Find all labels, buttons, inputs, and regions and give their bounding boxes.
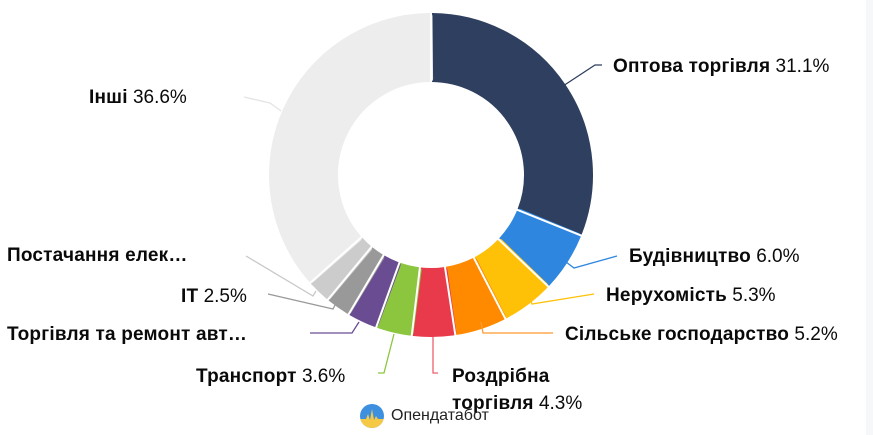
label-energy: Постачання елек… [7,245,188,267]
label-other: Інші 36.6% [89,87,187,109]
label-percent: 5.2% [794,324,838,345]
label-name: Нерухомість [606,285,727,306]
label-name: Будівництво [629,246,751,267]
donut-segment[interactable] [269,13,434,283]
leader-other [243,96,282,112]
segment-gap [514,207,585,238]
leader-transport [378,333,395,374]
donut-segments [269,10,593,339]
label-name: Оптова торгівля [613,56,771,77]
segment-gap [307,234,365,286]
segment-gap [471,254,508,323]
label-name: Сільське господарство [565,324,790,345]
label-wholesale: Оптова торгівля 31.1% [613,56,829,78]
label-percent: 31.1% [775,56,830,77]
segment-gap [325,243,375,303]
segment-gap [374,259,402,331]
leader-retail [432,336,438,374]
label-name: Транспорт [196,366,297,387]
leader-auto [310,321,360,334]
label-agriculture: Сільське господарство 5.2% [565,324,838,346]
label-retail-line2: торгівля 4.3% [452,393,582,415]
label-percent: 6.0% [756,246,800,267]
label-it: IT 2.5% [181,286,247,308]
label-retail-line1: Роздрібна [452,366,550,388]
label-name: Постачання елек… [7,245,188,266]
label-percent: 2.5% [203,286,247,307]
leader-real-estate [528,293,595,305]
label-real-estate: Нерухомість 5.3% [606,285,776,307]
label-percent: 3.6% [301,366,346,387]
leader-agriculture [480,321,553,334]
segment-gap [443,263,457,339]
label-percent: 4.3% [538,393,583,414]
segment-gap [495,236,552,290]
opendatabot-logo-icon [360,404,384,428]
donut-segment[interactable] [428,13,593,237]
label-auto: Торгівля та ремонт авт… [7,324,247,346]
label-percent: 5.3% [732,285,776,306]
leader-energy [245,255,317,297]
leader-wholesale [562,64,602,87]
opendatabot-logo: Опендатабот [359,403,489,429]
label-transport: Транспорт 3.6% [196,366,345,388]
label-name: Роздрібна [452,366,550,387]
leader-lines [243,64,618,374]
label-name: Інші [89,87,128,108]
label-name: торгівля [452,393,534,414]
logo-text: Опендатабот [391,407,489,424]
segment-gap [410,264,422,339]
label-name: IT [181,286,199,307]
label-construction: Будівництво 6.0% [629,246,800,268]
leader-construction [565,255,618,269]
label-percent: 36.6% [132,87,187,108]
label-name: Торгівля та ремонт авт… [7,324,248,345]
segment-gap [346,251,387,318]
leader-it [267,293,337,310]
right-edge-strip [866,0,873,435]
